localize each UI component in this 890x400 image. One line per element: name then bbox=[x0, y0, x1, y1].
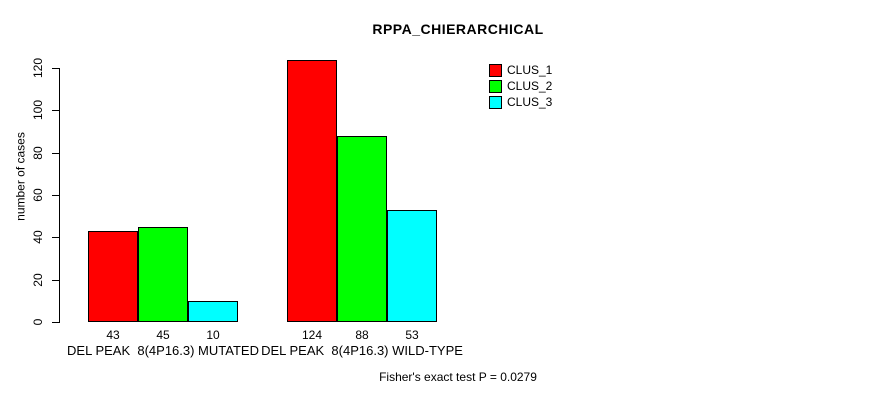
y-tick-label: 20 bbox=[31, 273, 45, 287]
category-label: DEL PEAK 8(4P16.3) WILD-TYPE bbox=[261, 343, 463, 358]
y-axis-label: number of cases bbox=[13, 132, 28, 221]
y-tick-label: 60 bbox=[31, 188, 45, 202]
y-tick-mark bbox=[52, 110, 60, 111]
legend-row: CLUS_1 bbox=[489, 62, 552, 78]
bar-value-label: 124 bbox=[301, 328, 323, 342]
bar-clus_1-group1 bbox=[88, 231, 138, 322]
legend-swatch-clus_1 bbox=[489, 63, 502, 77]
legend-row: CLUS_2 bbox=[489, 78, 552, 94]
y-tick-mark bbox=[52, 153, 60, 154]
bar-value-label: 88 bbox=[355, 328, 369, 342]
y-tick-label: 40 bbox=[31, 230, 45, 244]
y-tick-mark bbox=[52, 237, 60, 238]
bar-clus_3-group2 bbox=[387, 210, 437, 322]
legend-row: CLUS_3 bbox=[489, 94, 552, 110]
legend-swatch-clus_2 bbox=[489, 79, 502, 93]
legend-label: CLUS_2 bbox=[507, 78, 553, 93]
bar-value-label: 43 bbox=[106, 328, 120, 342]
bar-clus_2-group2 bbox=[337, 136, 387, 322]
bar-clus_2-group1 bbox=[138, 227, 188, 322]
y-tick-mark bbox=[52, 322, 60, 323]
bar-clus_3-group1 bbox=[188, 301, 238, 322]
bar-clus_1-group2 bbox=[287, 60, 337, 322]
y-tick-label: 80 bbox=[31, 146, 45, 160]
legend-label: CLUS_3 bbox=[507, 94, 553, 109]
bar-value-label: 53 bbox=[405, 328, 419, 342]
annotation-text: Fisher's exact test P = 0.0279 bbox=[379, 370, 537, 384]
legend-label: CLUS_1 bbox=[507, 62, 553, 77]
y-tick-mark bbox=[52, 195, 60, 196]
category-label: DEL PEAK 8(4P16.3) MUTATED bbox=[67, 343, 259, 358]
y-tick-mark bbox=[52, 68, 60, 69]
bar-value-label: 10 bbox=[206, 328, 220, 342]
y-tick-mark bbox=[52, 280, 60, 281]
y-tick-label: 100 bbox=[31, 99, 45, 121]
y-tick-label: 120 bbox=[31, 57, 45, 79]
legend: CLUS_1 CLUS_2 CLUS_3 bbox=[489, 62, 552, 110]
y-tick-label: 0 bbox=[31, 318, 45, 326]
bar-value-label: 45 bbox=[156, 328, 170, 342]
legend-swatch-clus_3 bbox=[489, 95, 502, 109]
chart-title: RPPA_CHIERARCHICAL bbox=[372, 21, 544, 37]
